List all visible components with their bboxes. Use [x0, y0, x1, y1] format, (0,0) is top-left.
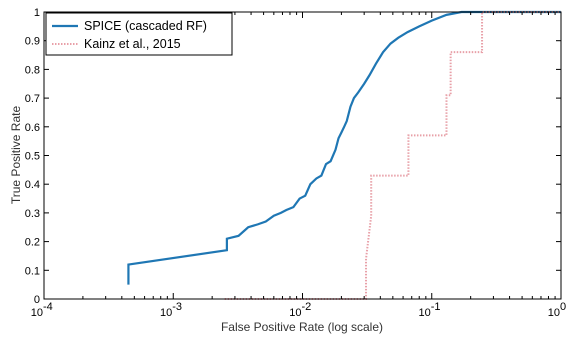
x-tick-label: 10 -4 — [31, 301, 53, 319]
x-tick-label: 10 -1 — [419, 301, 441, 319]
x-tick-exponent: -3 — [172, 301, 182, 313]
legend-label-spice: SPICE (cascaded RF) — [84, 19, 207, 33]
legend-box — [45, 12, 233, 56]
x-tick-label: 10 0 — [548, 301, 566, 319]
y-tick-label: 0.5 — [25, 151, 40, 163]
y-tick-label: 1 — [34, 7, 40, 19]
y-tick-label: 0.1 — [25, 265, 40, 277]
x-tick-base: 10 — [289, 307, 301, 319]
plot-frame — [43, 11, 562, 300]
x-tick-label: 10 -2 — [289, 301, 311, 319]
y-tick-label: 0.8 — [25, 64, 40, 76]
x-tick-exponent: -2 — [302, 301, 312, 313]
x-tick-base: 10 — [419, 307, 431, 319]
y-tick-label: 0.9 — [25, 36, 40, 48]
x-axis-label: False Positive Rate (log scale) — [221, 320, 383, 334]
y-tick-label: 0.4 — [25, 179, 40, 191]
x-tick-exponent: 0 — [560, 301, 566, 313]
y-tick-label: 0.3 — [25, 208, 40, 220]
x-tick-base: 10 — [160, 307, 172, 319]
x-tick-exponent: -4 — [43, 301, 53, 313]
y-tick-label: 0.2 — [25, 237, 40, 249]
series-line-kainz — [224, 11, 561, 300]
x-tick-exponent: -1 — [431, 301, 441, 313]
y-tick-labels: 0 0.1 0.2 0.3 0.4 0.5 0.6 0.7 0.8 0.9 1 — [25, 7, 40, 306]
x-tick-base: 10 — [31, 307, 43, 319]
legend: SPICE (cascaded RF) Kainz et al., 2015 — [45, 12, 233, 56]
legend-label-kainz: Kainz et al., 2015 — [84, 37, 181, 51]
x-tick-labels: 10 -4 10 -3 10 -2 10 -1 10 0 — [31, 301, 566, 319]
curves-layer — [127, 10, 561, 300]
x-tick-base: 10 — [548, 307, 560, 319]
y-axis-label: True Positive Rate — [9, 106, 23, 205]
y-tick-label: 0.6 — [25, 122, 40, 134]
x-tick-label: 10 -3 — [160, 301, 182, 319]
y-tick-label: 0.7 — [25, 93, 40, 105]
y-tick-label: 0 — [34, 294, 40, 306]
series-line-spice — [127, 10, 561, 285]
